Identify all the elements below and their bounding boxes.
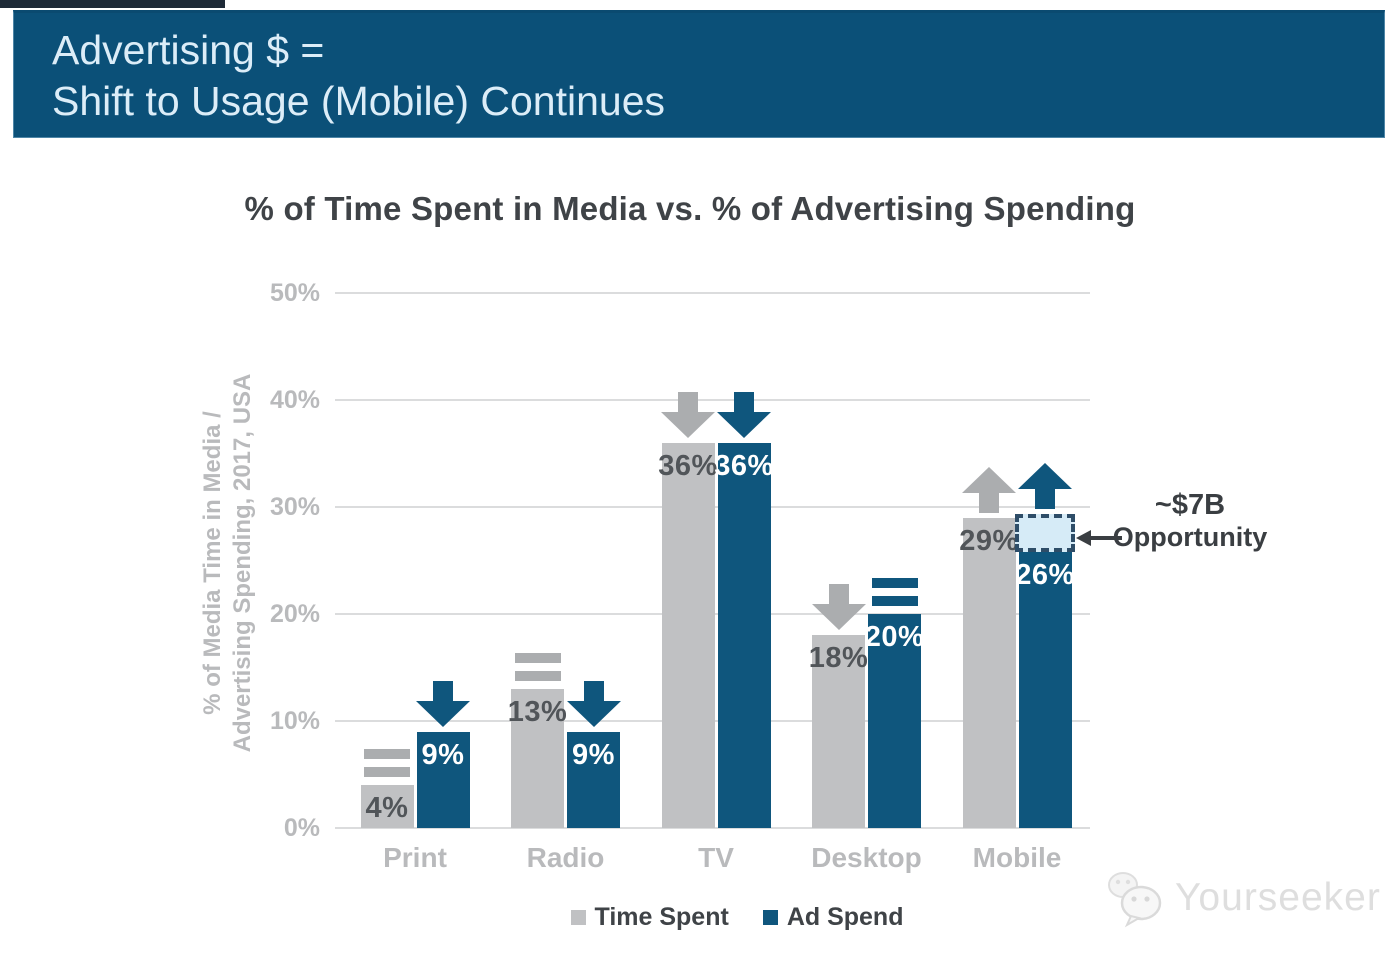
trend-flat-icon bbox=[364, 749, 410, 777]
opportunity-amount: ~$7B bbox=[1154, 489, 1226, 521]
legend-item-time-spent: Time Spent bbox=[570, 903, 729, 932]
gridline bbox=[335, 399, 1090, 401]
ad-spend-bar-desktop bbox=[868, 614, 921, 828]
y-tick-label: 20% bbox=[269, 600, 320, 628]
legend-label: Ad Spend bbox=[786, 903, 904, 931]
y-tick-label: 10% bbox=[269, 707, 320, 735]
bar-value-label: 36% bbox=[714, 450, 774, 482]
category-label-print: Print bbox=[383, 842, 447, 873]
legend-item-ad-spend: Ad Spend bbox=[762, 903, 904, 932]
category-label-radio: Radio bbox=[526, 842, 605, 873]
slide-title-banner: Advertising $ = Shift to Usage (Mobile) … bbox=[13, 10, 1385, 138]
legend-label: Time Spent bbox=[594, 903, 729, 931]
time-spent-bar-print bbox=[360, 785, 414, 828]
trend-flat-icon bbox=[871, 578, 918, 606]
trend-down-icon bbox=[811, 584, 866, 630]
time-spent-bar-desktop bbox=[812, 635, 865, 828]
watermark: Yourseeker bbox=[1103, 866, 1381, 930]
ad-spend-bar-radio bbox=[567, 732, 620, 828]
trend-down-icon bbox=[661, 392, 715, 438]
opportunity-label: Opportunity bbox=[1112, 522, 1268, 552]
category-label-desktop: Desktop bbox=[811, 842, 922, 873]
time-spent-bar-mobile bbox=[962, 518, 1016, 828]
opportunity-gap-box bbox=[1015, 514, 1075, 552]
wechat-logo-icon bbox=[1108, 872, 1162, 928]
trend-down-icon bbox=[566, 681, 621, 727]
bar-value-label: 18% bbox=[808, 642, 869, 674]
trend-up-icon bbox=[1018, 463, 1072, 509]
bar-value-label: 36% bbox=[658, 450, 718, 482]
gridline bbox=[335, 827, 1090, 829]
time-spent-bar-tv bbox=[661, 443, 715, 828]
y-tick-label: 30% bbox=[269, 493, 320, 521]
trend-up-icon bbox=[962, 467, 1016, 513]
bar-value-label: 4% bbox=[365, 792, 409, 824]
trend-flat-icon bbox=[514, 653, 561, 681]
bar-value-label: 29% bbox=[959, 525, 1019, 557]
gridline bbox=[335, 292, 1090, 294]
bar-value-label: 13% bbox=[507, 696, 568, 728]
watermark-text: Yourseeker bbox=[1175, 876, 1381, 919]
y-tick-label: 50% bbox=[269, 279, 320, 307]
annotation-left-arrow-icon bbox=[1076, 530, 1122, 546]
ad-spend-bar-print bbox=[416, 732, 470, 828]
y-tick-label: 0% bbox=[283, 814, 320, 842]
banner-title-line2: Shift to Usage (Mobile) Continues bbox=[52, 78, 666, 124]
y-tick-label: 40% bbox=[269, 386, 320, 414]
trend-down-icon bbox=[717, 392, 771, 438]
trend-down-icon bbox=[416, 681, 470, 727]
ad-spend-bar-mobile bbox=[1018, 550, 1072, 828]
category-label-tv: TV bbox=[698, 842, 734, 873]
banner-title-line1: Advertising $ = bbox=[52, 27, 325, 73]
chart-title: % of Time Spent in Media vs. % of Advert… bbox=[244, 190, 1136, 227]
legend: Time Spent Ad Spend bbox=[337, 903, 1137, 932]
legend-swatch bbox=[570, 910, 586, 925]
category-label-mobile: Mobile bbox=[972, 842, 1062, 873]
time-spent-bar-radio bbox=[511, 689, 564, 828]
bar-value-label: 9% bbox=[572, 739, 615, 771]
bar-value-label: 26% bbox=[1015, 559, 1075, 591]
bar-value-label: 20% bbox=[864, 621, 925, 653]
legend-swatch bbox=[762, 910, 778, 925]
ad-spend-bar-tv bbox=[717, 443, 771, 828]
bar-value-label: 9% bbox=[421, 739, 465, 771]
opportunity-annotation: ~$7B Opportunity bbox=[1100, 489, 1280, 553]
top-edge-strip bbox=[0, 0, 225, 8]
